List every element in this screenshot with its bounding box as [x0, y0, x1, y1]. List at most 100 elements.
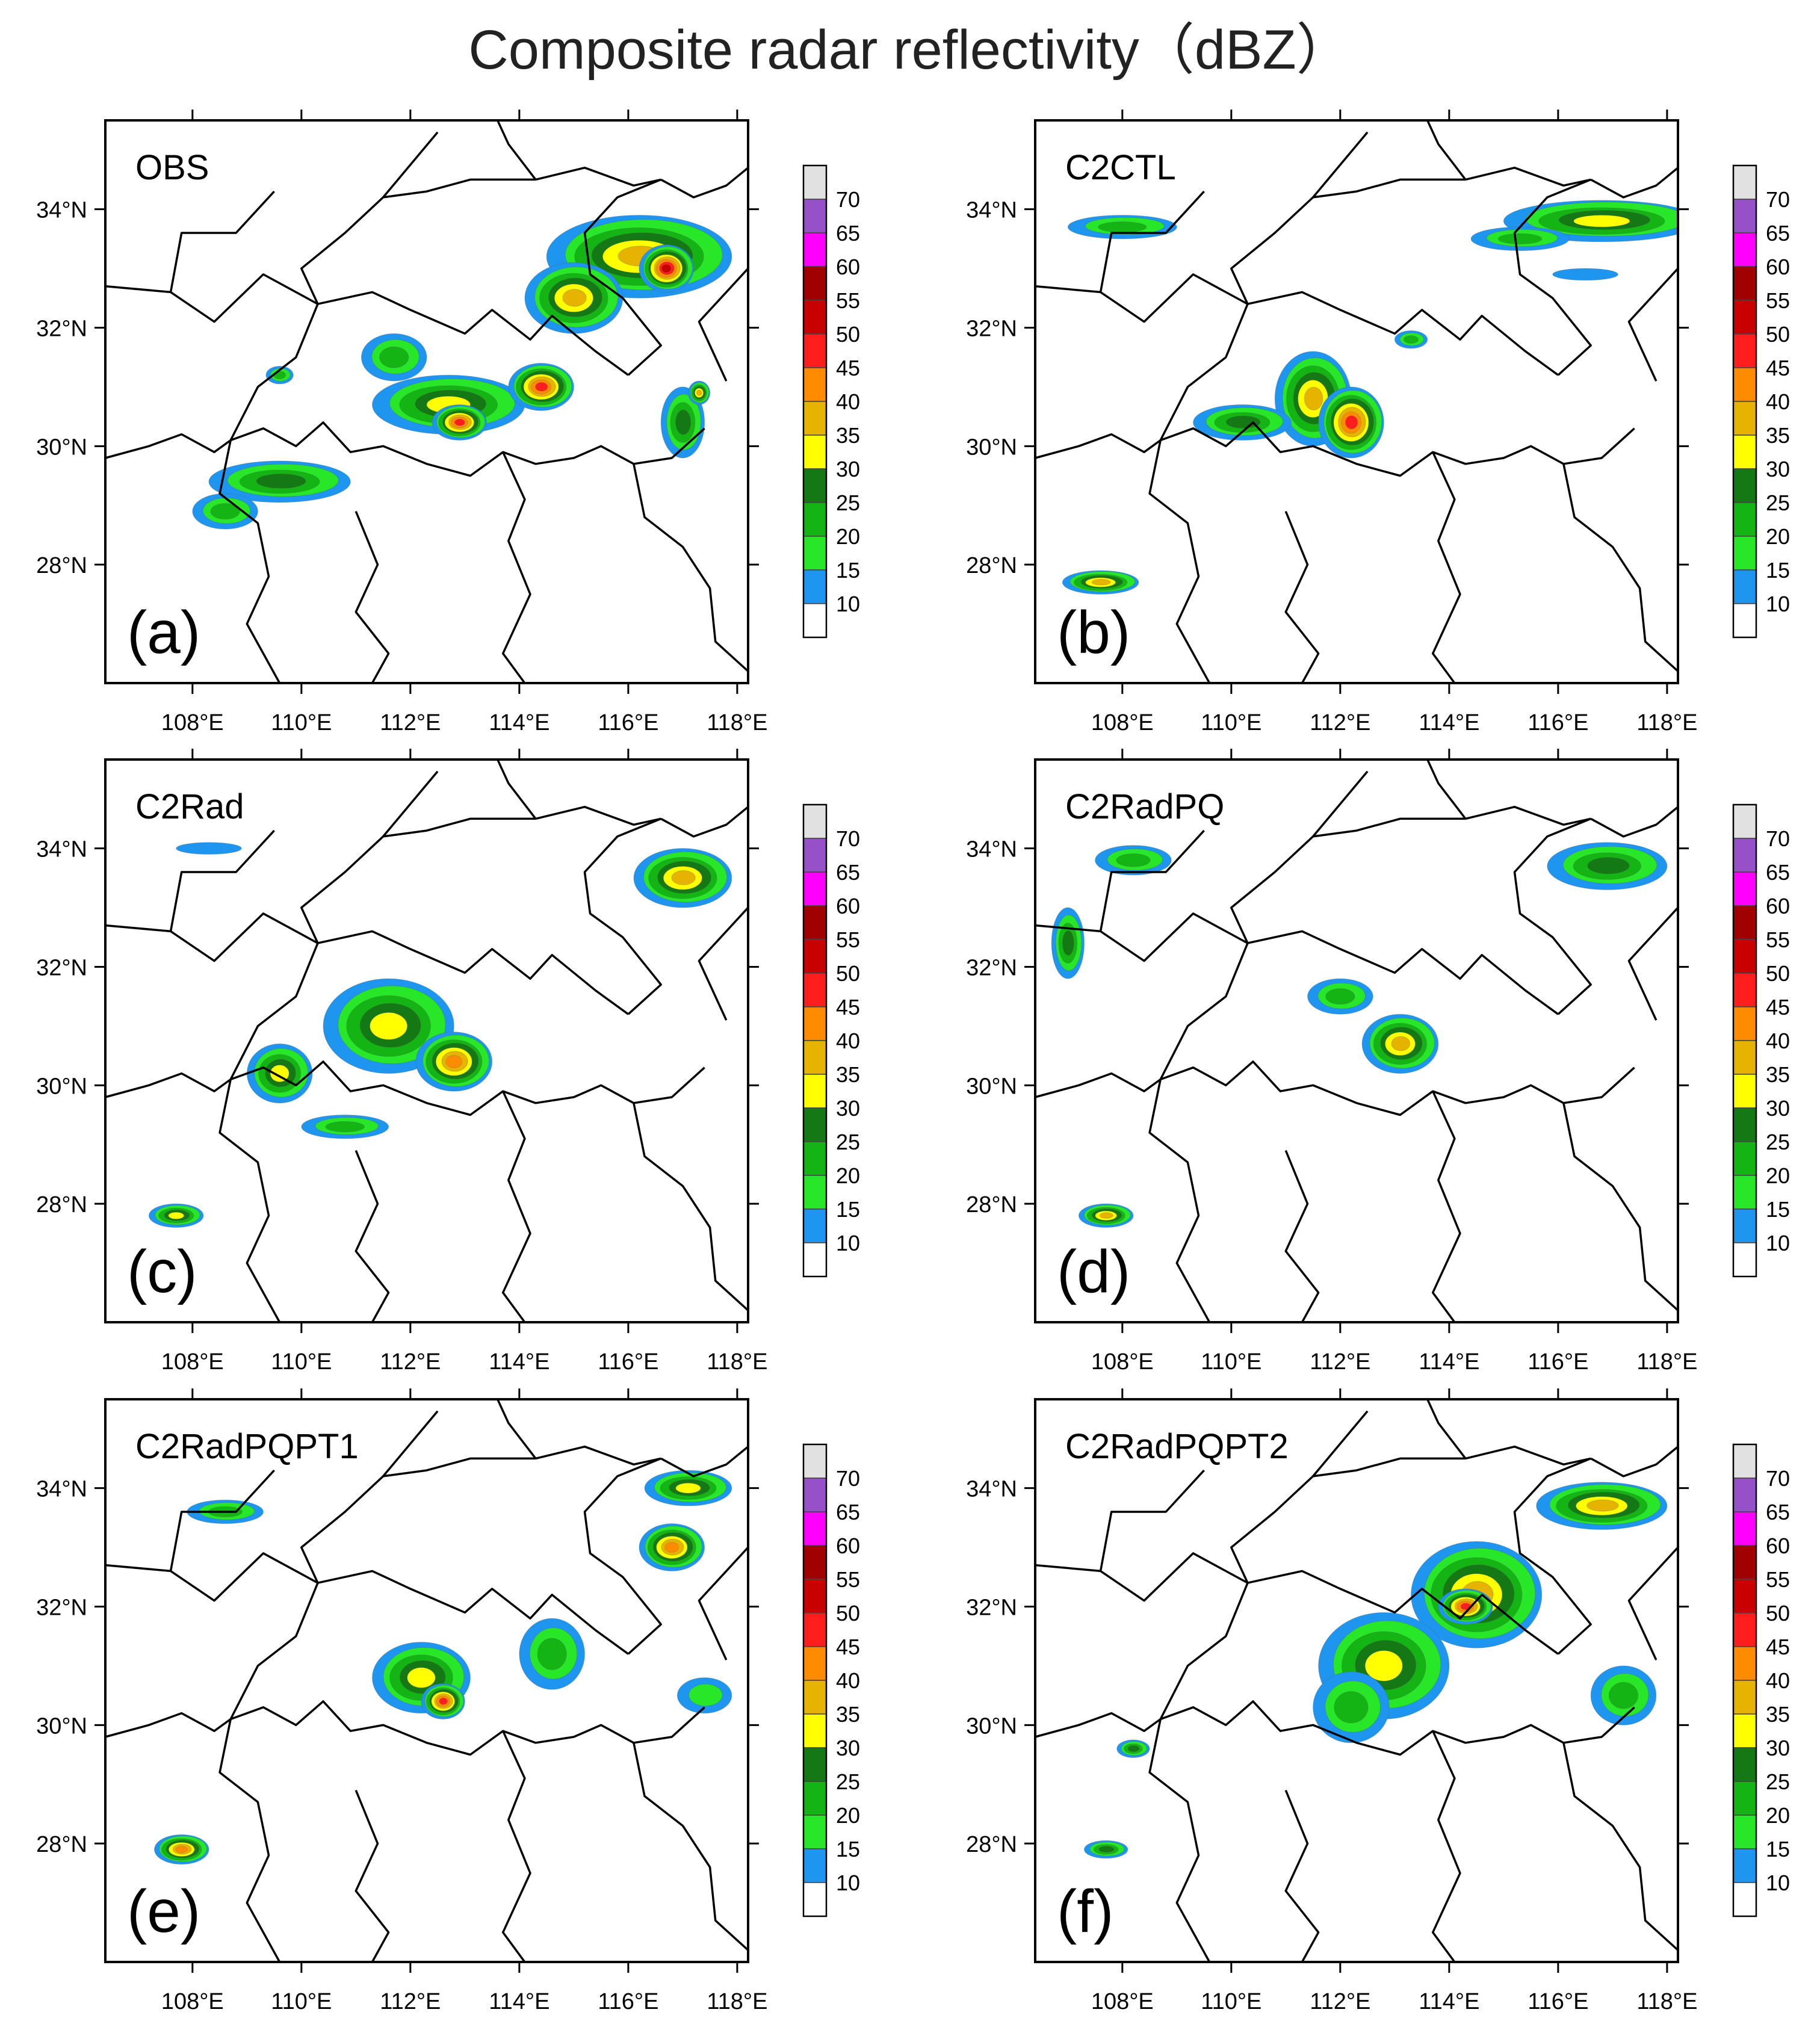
- reflectivity-contour: [454, 418, 465, 426]
- province-boundary: [1513, 1457, 1592, 1655]
- colorbar-swatch: [803, 502, 827, 537]
- reflectivity-contour: [1404, 335, 1419, 344]
- reflectivity-cell: [524, 262, 624, 334]
- colorbar-swatch: [1733, 1141, 1757, 1176]
- province-boundary: [1426, 120, 1467, 181]
- colorbar-label: 45: [1766, 995, 1790, 1020]
- x-tick-label: 114°E: [1419, 1349, 1479, 1375]
- colorbar-label: 55: [1766, 1567, 1790, 1592]
- colorbar-label: 70: [1766, 826, 1790, 851]
- colorbar: 10 15 20 25 30 35 40 45 50 55 60 65 70: [802, 164, 860, 639]
- province-boundary: [583, 178, 662, 376]
- y-tick-label: 32°N: [36, 316, 87, 341]
- x-tick-label: 116°E: [598, 1349, 658, 1375]
- province-boundary: [1627, 1546, 1678, 1660]
- reflectivity-contour: [1334, 1691, 1369, 1724]
- colorbar-label: 30: [836, 1096, 860, 1121]
- x-tick-label: 110°E: [1201, 1989, 1261, 2014]
- x-tick-label: 110°E: [271, 1349, 332, 1375]
- province-boundary: [633, 463, 748, 672]
- reflectivity-cell: [1193, 404, 1292, 441]
- colorbar-label: 50: [1766, 961, 1790, 986]
- panel-name: C2RadPQPT2: [1065, 1427, 1289, 1466]
- reflectivity-contour: [1127, 1745, 1140, 1752]
- colorbar-label: 10: [1766, 592, 1790, 616]
- y-tick-label: 30°N: [966, 435, 1017, 460]
- colorbar-label: 20: [1766, 1163, 1790, 1188]
- province-boundary: [1035, 1712, 1162, 1738]
- x-tick-label: 118°E: [1636, 1989, 1697, 2014]
- colorbar: 10 15 20 25 30 35 40 45 50 55 60 65 70: [1732, 164, 1790, 639]
- colorbar-label: 35: [836, 1702, 860, 1727]
- reflectivity-contour: [1497, 233, 1543, 244]
- province-boundary: [105, 1072, 232, 1098]
- x-tick-label: 108°E: [161, 1349, 224, 1375]
- reflectivity-cell: [149, 1203, 204, 1228]
- province-boundary: [1627, 267, 1678, 382]
- x-tick-label: 108°E: [1091, 710, 1154, 735]
- map-panel: 108°E 110°E 112°E 114°E 116°E 118°E 34°N 32°N 30…: [966, 1388, 1790, 2014]
- province-boundary: [1247, 291, 1559, 376]
- province-boundary: [497, 120, 537, 181]
- colorbar-swatch: [803, 871, 827, 906]
- map-frame: [104, 119, 749, 684]
- panel-name: C2Rad: [135, 787, 244, 826]
- panel-tag: (b): [1057, 599, 1130, 666]
- province-boundary: [1099, 1469, 1205, 1571]
- province-boundary: [698, 267, 748, 382]
- colorbar-swatch: [1733, 435, 1757, 469]
- colorbar-swatch: [803, 1511, 827, 1546]
- colorbar-swatch: [1733, 838, 1757, 873]
- colorbar-swatch: [803, 1444, 827, 1479]
- province-boundary: [1099, 190, 1205, 292]
- province-boundary: [317, 930, 629, 1015]
- province-boundary: [698, 906, 748, 1021]
- x-tick-label: 112°E: [380, 1349, 441, 1375]
- reflectivity-contour: [1364, 1650, 1403, 1682]
- colorbar-swatch: [1733, 401, 1757, 436]
- colorbar-swatch: [1733, 1040, 1757, 1075]
- colorbar-label: 70: [1766, 1466, 1790, 1491]
- colorbar-label: 20: [1766, 1803, 1790, 1828]
- colorbar-swatch: [803, 905, 827, 940]
- colorbar-label: 70: [836, 187, 860, 212]
- province-boundary: [633, 1103, 748, 1311]
- colorbar-label: 10: [836, 1231, 860, 1255]
- reflectivity-cell: [1361, 1013, 1439, 1074]
- colorbar-swatch: [1733, 232, 1757, 267]
- colorbar-swatch: [1733, 1107, 1757, 1142]
- y-tick-label: 32°N: [966, 1595, 1017, 1620]
- colorbar-label: 30: [1766, 1096, 1790, 1121]
- colorbar-label: 20: [836, 1803, 860, 1828]
- x-tick-label: 116°E: [1528, 710, 1588, 735]
- reflectivity-contour: [675, 409, 692, 435]
- colorbar-label: 55: [836, 288, 860, 313]
- colorbar-label: 15: [836, 1197, 860, 1222]
- y-tick-label: 30°N: [36, 1074, 87, 1099]
- province-boundary: [354, 510, 390, 683]
- colorbar-swatch: [1733, 569, 1757, 604]
- province-boundary: [1431, 1091, 1461, 1322]
- reflectivity-cell: [644, 1470, 732, 1506]
- reflectivity-cell: [1095, 845, 1172, 876]
- colorbar-frame: [802, 803, 828, 1278]
- reflectivity-cell: [633, 848, 732, 908]
- reflectivity-cell: [1307, 978, 1373, 1015]
- reflectivity-contour: [1325, 988, 1355, 1005]
- x-tick-label: 116°E: [1528, 1989, 1588, 2014]
- colorbar-label: 50: [836, 322, 860, 347]
- colorbar-swatch: [1733, 1579, 1757, 1614]
- colorbar-label: 15: [1766, 1837, 1790, 1861]
- colorbar: 10 15 20 25 30 35 40 45 50 55 60 65 70: [1732, 803, 1790, 1278]
- colorbar-frame: [1732, 164, 1757, 639]
- province-boundary: [229, 942, 319, 1080]
- colorbar-swatch: [1733, 367, 1757, 402]
- province-boundary: [660, 167, 748, 199]
- reflectivity-contour: [562, 289, 587, 307]
- colorbar-swatch: [803, 1747, 827, 1782]
- reflectivity-contour: [256, 474, 306, 489]
- province-boundary: [383, 1457, 536, 1478]
- reflectivity-cell: [372, 374, 525, 435]
- reflectivity-contour: [664, 1542, 679, 1553]
- colorbar-label: 45: [836, 995, 860, 1020]
